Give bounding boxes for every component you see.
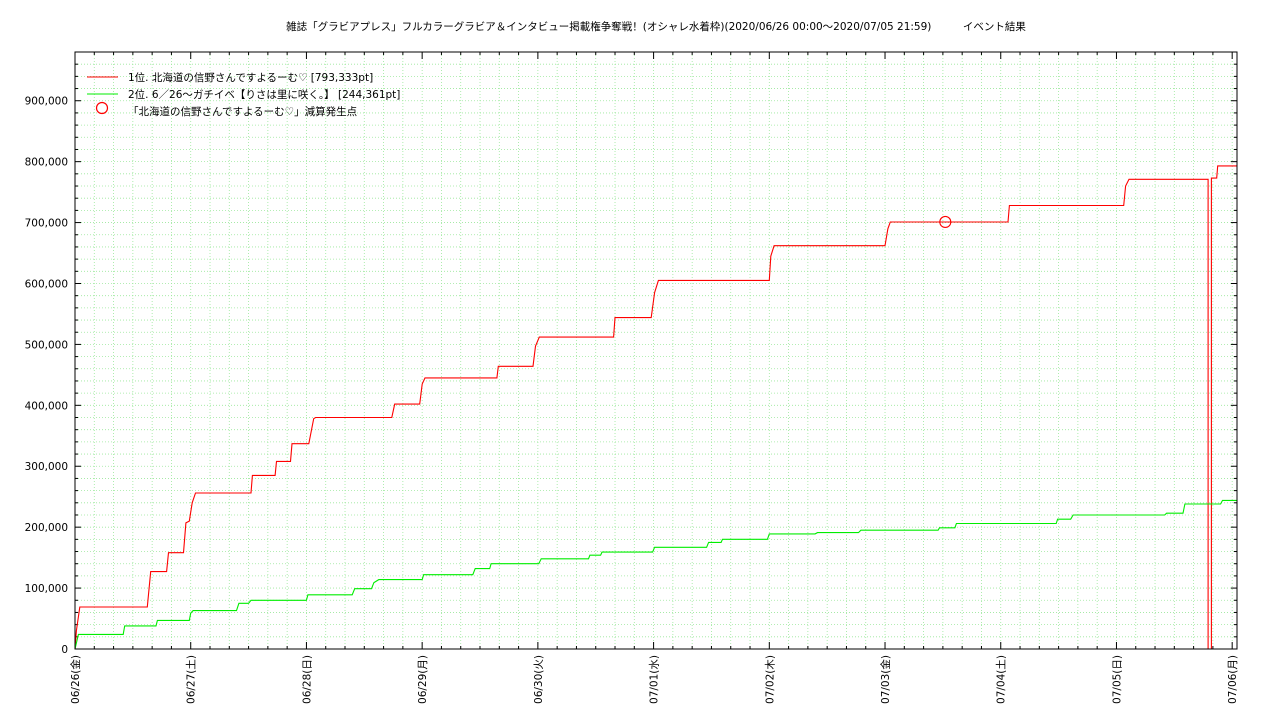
x-tick-label: 07/04(土) — [995, 655, 1008, 704]
y-tick-label: 100,000 — [25, 583, 68, 595]
y-tick-label: 700,000 — [25, 218, 68, 230]
axis-ticks — [74, 51, 1237, 650]
series-lines — [74, 165, 1237, 650]
x-tick-label: 07/06(月) — [1227, 655, 1239, 704]
legend: 1位. 北海道の信野さんですよるーむ♡ [793,333pt] 2位. 6／26… — [87, 71, 400, 118]
y-tick-label: 200,000 — [25, 522, 68, 534]
y-tick-label: 0 — [61, 644, 68, 656]
x-tick-label: 07/01(水) — [649, 655, 661, 704]
y-tick-label: 900,000 — [25, 96, 68, 108]
x-tick-label: 07/03(金) — [879, 655, 892, 704]
plot-frame — [74, 51, 1238, 650]
y-axis-tick-labels: 0 100,000 200,000 300,000 400,000 500,000 600,… — [25, 96, 68, 656]
y-tick-label: 400,000 — [25, 400, 68, 412]
series-line-2 — [74, 499, 1237, 650]
x-axis-tick-labels: 06/26(金) 06/27(土) 06/28(日) 06/29(月) 06/30(火)… — [69, 655, 1239, 704]
x-tick-label: 06/29(月) — [417, 655, 429, 704]
legend-label-series-2: 2位. 6／26〜ガチイベ【りさは里に咲く。】 [244,361pt] — [128, 88, 400, 101]
series-line-1 — [74, 165, 1237, 650]
annotation-layer — [939, 215, 952, 229]
y-tick-label: 300,000 — [25, 461, 68, 473]
y-tick-label: 600,000 — [25, 278, 68, 290]
legend-label-annotation: 「北海道の信野さんですよるーむ♡」減算発生点 — [128, 105, 357, 118]
deduction-point-marker — [939, 215, 952, 229]
legend-label-series-1: 1位. 北海道の信野さんですよるーむ♡ [793,333pt] — [128, 71, 373, 84]
x-tick-label: 07/02(木) — [764, 655, 776, 704]
x-tick-label: 06/27(土) — [185, 655, 198, 704]
y-tick-label: 500,000 — [25, 339, 68, 351]
legend-annotation-marker — [95, 101, 109, 115]
x-tick-label: 07/05(日) — [1111, 655, 1123, 704]
grid — [75, 51, 1237, 649]
chart-title: 雑誌「グラビアプレス」フルカラーグラビア＆インタビュー掲載権争奪戦！(オシャレ水… — [286, 20, 1026, 33]
x-tick-label: 06/30(火) — [533, 655, 545, 704]
x-tick-label: 06/26(金) — [69, 655, 82, 704]
x-tick-label: 06/28(日) — [301, 655, 313, 704]
y-tick-label: 800,000 — [25, 157, 68, 169]
